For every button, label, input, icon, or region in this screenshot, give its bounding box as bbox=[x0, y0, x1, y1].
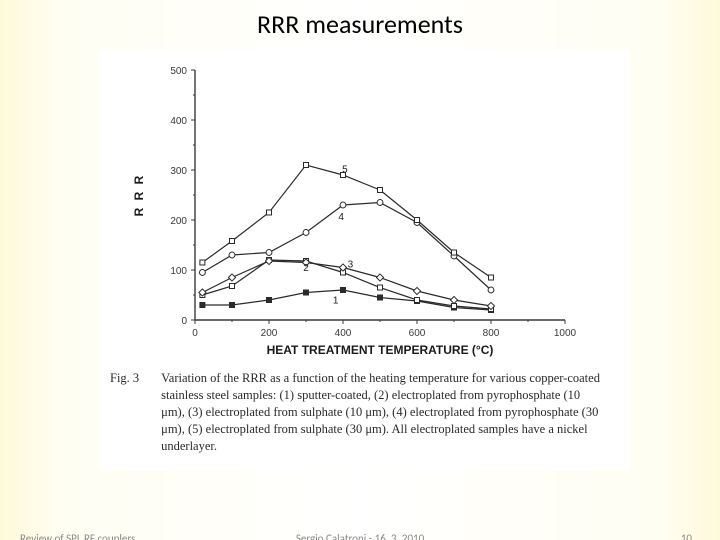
svg-text:0: 0 bbox=[192, 328, 198, 339]
svg-text:R R R: R R R bbox=[132, 174, 146, 217]
svg-text:200: 200 bbox=[261, 328, 278, 339]
caption-label: Fig. 3 bbox=[110, 370, 158, 387]
rrr-chart: 0 100 200 300 400 500 0 200 400 600 800 1000 R R R HE… bbox=[100, 60, 590, 360]
footer-page-number: 10 bbox=[681, 532, 692, 540]
figure-area: 0 100 200 300 400 500 0 200 400 600 800 1000 R R R HE… bbox=[100, 50, 630, 470]
figure-caption: Fig. 3 Variation of the RRR as a functio… bbox=[110, 370, 610, 454]
svg-text:800: 800 bbox=[483, 328, 500, 339]
svg-text:3: 3 bbox=[348, 260, 354, 271]
svg-text:HEAT TREATMENT TEMPERATURE (°C: HEAT TREATMENT TEMPERATURE (°C) bbox=[267, 343, 494, 357]
svg-text:1: 1 bbox=[333, 296, 339, 307]
caption-text: Variation of the RRR as a function of th… bbox=[161, 370, 601, 454]
svg-text:2: 2 bbox=[303, 263, 309, 274]
slide-title: RRR measurements bbox=[0, 0, 720, 40]
svg-text:1000: 1000 bbox=[554, 328, 577, 339]
svg-text:400: 400 bbox=[170, 116, 187, 127]
svg-text:500: 500 bbox=[170, 66, 187, 77]
svg-text:600: 600 bbox=[409, 328, 426, 339]
footer-center: Sergio Calatroni - 16. 3. 2010 bbox=[0, 532, 720, 540]
svg-text:5: 5 bbox=[342, 165, 348, 176]
svg-text:100: 100 bbox=[170, 266, 187, 277]
svg-text:400: 400 bbox=[335, 328, 352, 339]
svg-text:300: 300 bbox=[170, 166, 187, 177]
svg-text:4: 4 bbox=[338, 212, 344, 223]
svg-text:0: 0 bbox=[181, 316, 187, 327]
svg-text:200: 200 bbox=[170, 216, 187, 227]
